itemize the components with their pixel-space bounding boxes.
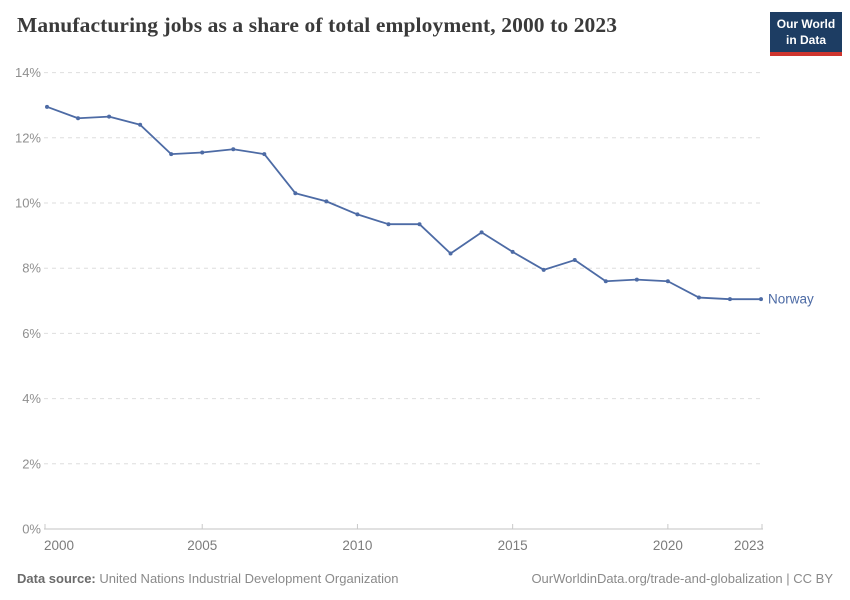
data-source: Data source: United Nations Industrial D…	[17, 571, 399, 586]
data-point	[386, 222, 391, 227]
data-point	[231, 147, 236, 152]
owid-logo[interactable]: Our World in Data	[770, 12, 842, 57]
y-tick-label: 12%	[15, 130, 41, 145]
y-tick-label: 4%	[22, 391, 41, 406]
data-point	[665, 279, 670, 284]
chart-title: Manufacturing jobs as a share of total e…	[17, 13, 618, 37]
data-point	[696, 295, 701, 300]
norway-line	[46, 105, 762, 301]
y-tick-label: 14%	[15, 65, 41, 80]
data-point	[759, 297, 763, 302]
data-point	[138, 122, 143, 127]
data-point	[727, 297, 732, 302]
y-tick-label: 8%	[22, 261, 41, 276]
data-point	[200, 150, 205, 155]
owid-logo-line2: in Data	[785, 32, 826, 47]
x-tick-label: 2020	[653, 538, 683, 553]
data-point	[603, 279, 608, 284]
data-point	[45, 104, 49, 109]
owid-citation-link[interactable]: OurWorldinData.org/trade-and-globalizati…	[531, 571, 833, 586]
data-source-value: United Nations Industrial Development Or…	[95, 571, 399, 586]
x-tick-label: 2023	[734, 538, 764, 553]
data-point	[448, 251, 453, 256]
data-point	[262, 152, 267, 157]
x-tick-label: 2015	[498, 538, 528, 553]
owid-logo-line1: Our World	[776, 17, 836, 31]
y-tick-label: 2%	[22, 456, 41, 471]
data-point	[479, 230, 484, 235]
x-tick-label: 2005	[187, 538, 217, 553]
y-tick-label: 10%	[15, 196, 41, 211]
chart-footer: Data source: United Nations Industrial D…	[17, 571, 833, 586]
y-tick-label: 6%	[22, 326, 41, 341]
x-tick-label: 2000	[44, 538, 74, 553]
y-axis: 0% 2% 4% 6% 8% 10% 12% 14%	[15, 65, 763, 537]
x-axis: 2000 2005 2010 2015 2020 2023	[44, 524, 764, 553]
data-point	[355, 212, 360, 217]
series-label-norway: Norway	[768, 292, 814, 307]
data-point	[107, 114, 112, 119]
data-point	[417, 222, 422, 227]
data-points	[45, 104, 763, 302]
x-tick-label: 2010	[342, 538, 372, 553]
data-point	[169, 152, 174, 157]
data-source-label: Data source:	[17, 571, 96, 586]
data-point	[510, 249, 515, 254]
data-point	[634, 277, 639, 282]
y-tick-label: 0%	[22, 522, 41, 537]
data-point	[541, 267, 546, 272]
data-point	[293, 191, 298, 196]
data-point	[572, 258, 577, 263]
data-point	[76, 116, 81, 121]
data-point	[324, 199, 329, 204]
